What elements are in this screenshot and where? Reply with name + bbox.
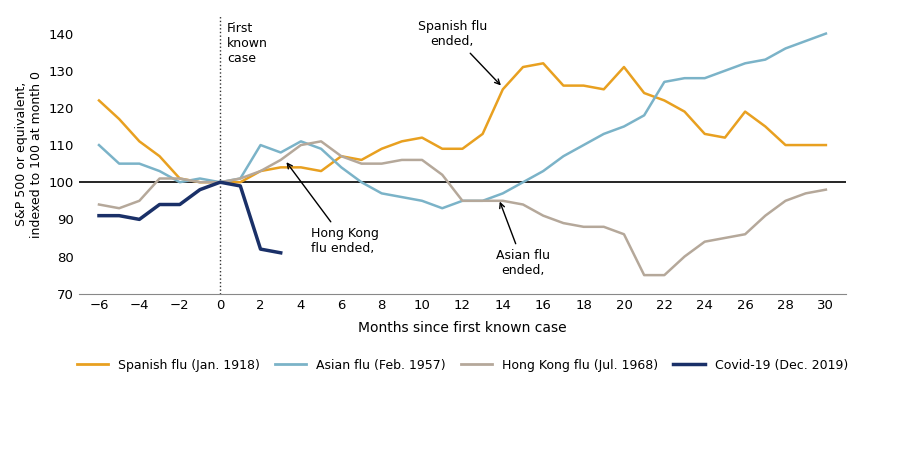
Text: First
known
case: First known case <box>227 22 268 66</box>
X-axis label: Months since first known case: Months since first known case <box>358 321 566 335</box>
Text: Asian flu
ended,: Asian flu ended, <box>496 203 550 277</box>
Text: Hong Kong
flu ended,: Hong Kong flu ended, <box>288 163 379 255</box>
Y-axis label: S&P 500 or equivalent,
indexed to 100 at month 0: S&P 500 or equivalent, indexed to 100 at… <box>15 71 43 238</box>
Legend: Spanish flu (Jan. 1918), Asian flu (Feb. 1957), Hong Kong flu (Jul. 1968), Covid: Spanish flu (Jan. 1918), Asian flu (Feb.… <box>72 354 853 377</box>
Text: Spanish flu
ended,: Spanish flu ended, <box>418 21 500 84</box>
